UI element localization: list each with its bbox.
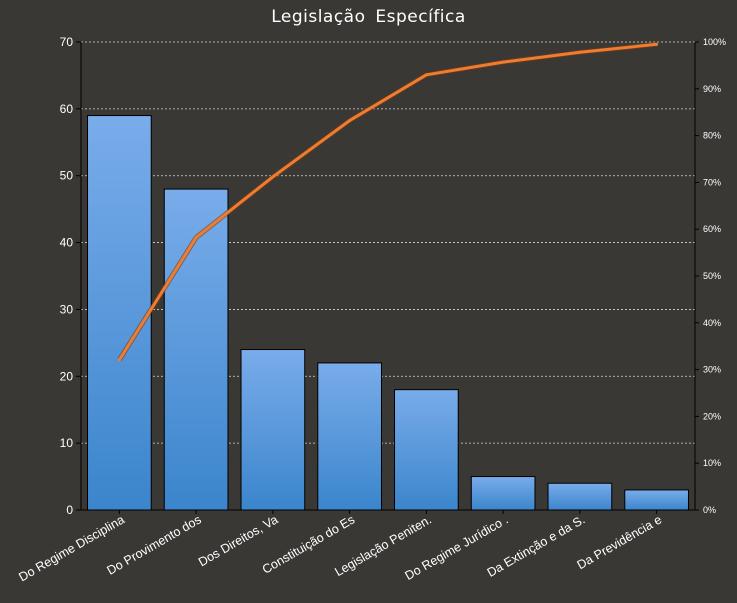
- y-tick-label: 30: [60, 302, 74, 316]
- y2-tick-label: 20%: [703, 411, 721, 421]
- bar: [240, 349, 306, 511]
- bar: [87, 115, 152, 511]
- bar: [163, 188, 229, 511]
- y-tick-label: 0: [66, 503, 73, 517]
- y2-tick-label: 60%: [703, 224, 721, 234]
- cumulative-line-path: [118, 42, 657, 361]
- y2-tick-label: 90%: [703, 84, 721, 94]
- cumulative-point: [194, 236, 198, 240]
- cumulative-point: [655, 42, 659, 46]
- y2-tick-label: 0%: [703, 505, 716, 515]
- cumulative-point: [501, 60, 505, 64]
- y2-tick-label: 100%: [703, 37, 726, 47]
- y2-tick-label: 50%: [703, 271, 721, 281]
- y-tick-label: 70: [60, 35, 74, 49]
- y2-tick-label: 30%: [703, 365, 721, 375]
- bars: [87, 115, 689, 511]
- cumulative-point: [271, 175, 275, 179]
- cumulative-line: [117, 41, 659, 362]
- bar: [394, 389, 459, 511]
- cumulative-point: [578, 50, 582, 54]
- bar: [547, 482, 613, 511]
- cumulative-point: [424, 73, 428, 77]
- chart-title: Legislação Específica: [271, 7, 466, 27]
- bar: [624, 489, 689, 511]
- y-tick-label: 10: [60, 436, 74, 450]
- y-tick-label: 20: [60, 369, 74, 383]
- cumulative-point: [117, 358, 121, 362]
- y2-tick-label: 10%: [703, 458, 721, 468]
- y2-tick-label: 70%: [703, 177, 721, 187]
- bar: [317, 362, 382, 511]
- cumulative-point: [348, 119, 352, 123]
- y-tick-label: 60: [60, 102, 74, 116]
- x-tick-label: Da Previdência e: [575, 512, 664, 572]
- bar: [470, 476, 536, 511]
- y2-tick-label: 40%: [703, 318, 721, 328]
- y-tick-label: 40: [60, 236, 74, 250]
- y2-tick-label: 80%: [703, 131, 721, 141]
- y-tick-label: 50: [60, 169, 74, 183]
